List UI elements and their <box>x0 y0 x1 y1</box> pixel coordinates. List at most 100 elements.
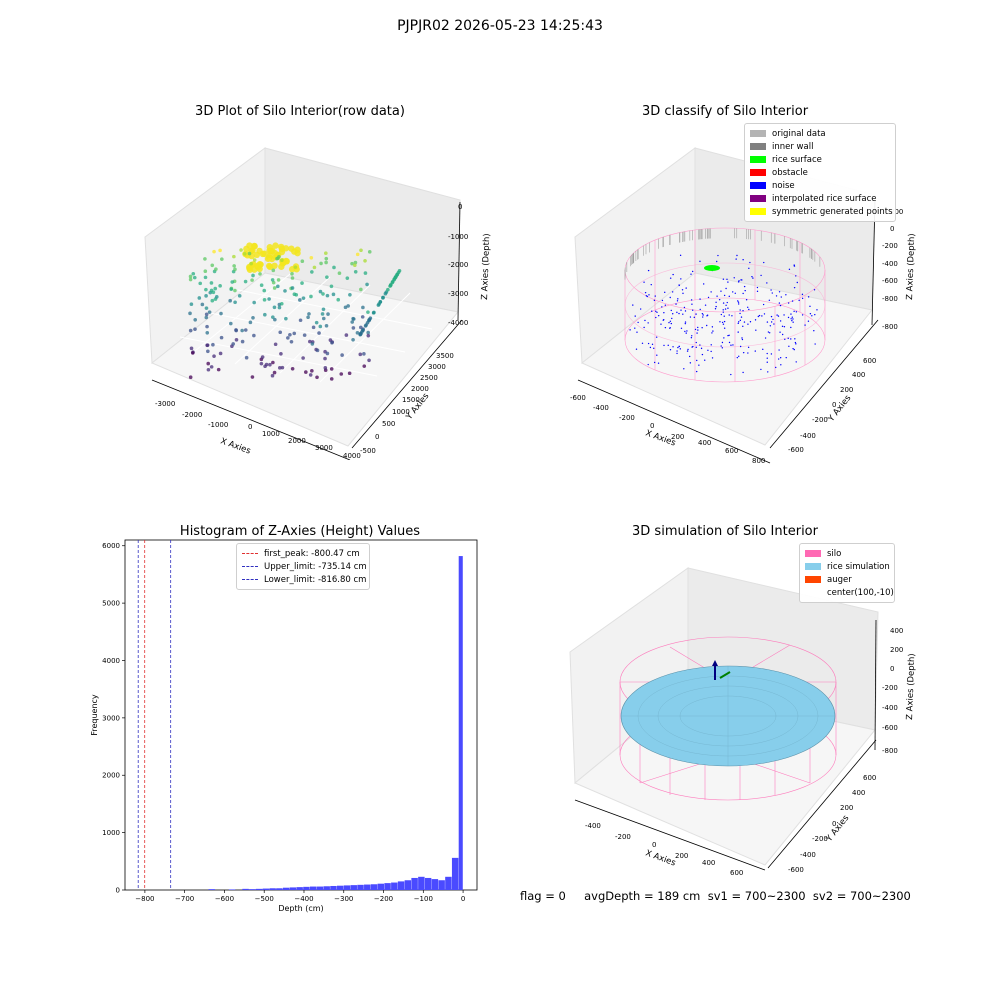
noise-point <box>720 290 722 292</box>
noise-point <box>690 299 693 301</box>
noise-point <box>766 357 768 359</box>
data-point <box>366 330 370 335</box>
noise-point <box>643 281 645 283</box>
data-point <box>219 335 224 340</box>
data-point <box>264 362 269 367</box>
data-point <box>347 371 352 376</box>
data-point <box>353 270 358 274</box>
noise-point <box>795 275 797 277</box>
noise-point <box>737 301 740 303</box>
p1-ytick: -500 <box>360 447 376 455</box>
data-point <box>266 252 273 260</box>
noise-point <box>677 346 679 349</box>
noise-point <box>727 334 729 337</box>
data-point <box>232 254 236 259</box>
legend-item: silo <box>805 547 889 560</box>
histogram-bar <box>330 885 337 890</box>
noise-point <box>679 254 682 257</box>
data-point <box>272 242 279 249</box>
data-point <box>301 296 306 300</box>
noise-point <box>695 313 697 315</box>
data-point <box>230 280 235 284</box>
p1-xtick: 2000 <box>288 437 306 445</box>
data-point <box>273 342 278 347</box>
noise-point <box>702 316 704 318</box>
data-point <box>192 275 197 280</box>
noise-point <box>661 306 663 308</box>
data-point <box>254 262 261 269</box>
p2-ytick: 400 <box>852 371 865 379</box>
noise-point <box>704 304 707 306</box>
noise-point <box>723 315 725 317</box>
data-point <box>358 352 363 357</box>
data-point <box>362 352 366 356</box>
noise-point <box>695 370 698 373</box>
noise-point <box>766 321 769 323</box>
legend-label: rice surface <box>772 154 822 165</box>
data-point <box>307 312 311 316</box>
data-point <box>212 354 216 358</box>
data-point <box>292 292 297 297</box>
histogram-bar <box>309 886 317 890</box>
legend-label: obstacle <box>772 167 808 178</box>
data-point <box>258 272 262 276</box>
data-point <box>277 305 282 310</box>
histogram-xtick: −800 <box>135 895 154 903</box>
noise-point <box>741 338 744 341</box>
p2-ztick: 0 <box>890 225 894 233</box>
noise-point <box>749 321 752 323</box>
data-point <box>247 251 252 256</box>
noise-point <box>751 275 753 278</box>
data-point <box>343 305 348 310</box>
data-point <box>286 336 290 340</box>
data-point <box>231 342 236 346</box>
noise-point <box>747 352 749 354</box>
histogram-bar <box>296 887 303 890</box>
data-point <box>193 327 197 331</box>
noise-point <box>636 331 638 333</box>
p1-xtick: 0 <box>248 423 252 431</box>
noise-point <box>756 290 759 293</box>
data-point <box>240 328 244 333</box>
noise-point <box>692 345 694 348</box>
noise-point <box>639 308 642 310</box>
legend-label: Upper_limit: -735.14 cm <box>264 561 367 572</box>
noise-point <box>699 308 701 311</box>
panel1-title: 3D Plot of Silo Interior(row data) <box>195 104 405 119</box>
noise-point <box>791 319 793 322</box>
noise-point <box>722 278 725 280</box>
data-point <box>386 287 390 292</box>
data-point <box>331 292 336 297</box>
data-point <box>193 317 198 322</box>
noise-point <box>738 355 740 358</box>
p4-ztick: -600 <box>882 724 898 732</box>
noise-point <box>634 327 636 329</box>
data-point <box>367 318 371 323</box>
data-point <box>381 295 385 300</box>
legend-swatch <box>750 143 766 150</box>
histogram-ytick: 4000 <box>102 657 120 665</box>
histogram-bar <box>316 886 324 890</box>
p2-zlabel: Z Axies (Depth) <box>905 233 917 300</box>
data-point <box>362 364 367 368</box>
noise-point <box>664 326 667 329</box>
histogram-bar <box>336 885 344 890</box>
data-point <box>318 324 323 329</box>
noise-point <box>764 337 767 339</box>
data-point <box>188 277 193 282</box>
p2-ylabel: Y Axies <box>826 393 854 425</box>
noise-point <box>680 327 683 329</box>
legend-swatch <box>242 566 258 567</box>
noise-point <box>675 303 677 305</box>
p1-ytick: 1000 <box>392 408 410 416</box>
data-point <box>324 251 328 256</box>
noise-point <box>717 254 719 257</box>
noise-point <box>722 302 725 304</box>
noise-point <box>737 303 740 305</box>
data-point <box>252 333 256 338</box>
histogram-bar <box>431 879 439 890</box>
noise-point <box>682 292 684 295</box>
noise-point <box>651 310 653 312</box>
noise-point <box>770 321 773 323</box>
noise-point <box>647 342 650 345</box>
